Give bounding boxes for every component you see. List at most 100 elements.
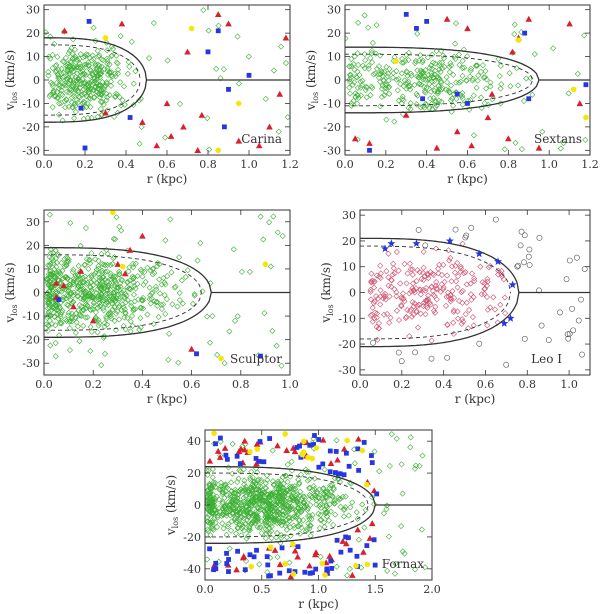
member-point	[272, 505, 279, 512]
member-point	[458, 320, 465, 327]
member-point	[495, 271, 502, 278]
nonmember-point	[517, 242, 524, 249]
member-point	[283, 526, 290, 533]
envelope-inner-lower	[360, 292, 511, 340]
member-point	[446, 63, 453, 70]
member-point	[361, 51, 368, 58]
member-point	[469, 75, 476, 82]
member-point	[138, 123, 145, 130]
nonmember-point	[476, 340, 483, 347]
member-point	[94, 304, 101, 311]
member-point	[407, 100, 414, 107]
member-point	[110, 255, 117, 262]
member-point	[484, 278, 491, 285]
member-point	[442, 302, 449, 309]
member-point	[247, 474, 254, 481]
member-point	[422, 76, 429, 83]
member-point	[60, 69, 67, 77]
member-point	[102, 301, 109, 308]
blue-square	[316, 464, 322, 470]
member-point	[297, 506, 304, 513]
red-triangle	[360, 548, 367, 555]
member-point	[64, 82, 71, 89]
member-point	[403, 51, 410, 58]
member-point	[423, 101, 430, 108]
member-point	[550, 45, 557, 52]
member-point	[240, 466, 247, 473]
member-point	[290, 522, 297, 529]
blue-square	[346, 535, 351, 541]
red-triangle	[216, 453, 224, 460]
member-point	[86, 86, 93, 93]
member-point	[65, 50, 72, 57]
member-point	[90, 282, 97, 289]
member-point	[67, 77, 74, 84]
member-point	[176, 289, 183, 296]
member-point	[292, 492, 299, 499]
member-point	[385, 533, 392, 540]
blue-square	[127, 115, 133, 120]
member-point	[374, 295, 382, 302]
member-point	[415, 324, 422, 331]
member-point	[104, 268, 111, 275]
blue-square	[254, 547, 259, 553]
member-point	[134, 280, 141, 287]
member-point	[445, 247, 452, 254]
member-point	[432, 60, 439, 67]
member-point	[434, 73, 441, 80]
member-point	[209, 313, 216, 320]
member-point	[65, 302, 72, 309]
member-point	[68, 45, 75, 52]
member-point	[53, 263, 60, 271]
member-point	[130, 264, 137, 271]
member-point	[229, 470, 236, 477]
member-point	[130, 306, 137, 313]
member-point	[149, 271, 156, 278]
member-point	[80, 279, 87, 286]
y-label-sub: los	[10, 92, 19, 103]
red-triangle	[188, 345, 195, 352]
y-tick-label: 30	[26, 216, 40, 229]
x-tick-label: 0.2	[84, 378, 102, 391]
member-point	[53, 67, 60, 74]
member-point	[316, 494, 323, 502]
yellow-circle	[102, 35, 109, 41]
member-point	[377, 301, 384, 308]
x-tick-label: 0.8	[199, 158, 217, 171]
member-point	[399, 96, 406, 103]
member-point	[117, 280, 124, 287]
yellow-circle	[344, 437, 350, 444]
member-point	[109, 295, 116, 302]
member-point	[381, 293, 388, 300]
nonmember-point	[370, 339, 377, 346]
blue-square	[374, 491, 380, 497]
member-point	[75, 262, 82, 269]
member-point	[359, 501, 366, 508]
member-point	[302, 466, 309, 473]
member-point	[398, 294, 405, 301]
blue-square	[277, 570, 283, 576]
member-point	[295, 504, 302, 512]
member-point	[382, 296, 389, 303]
member-point	[303, 502, 310, 509]
member-point	[565, 90, 572, 97]
member-point	[337, 495, 344, 502]
member-point	[107, 82, 115, 89]
member-point	[147, 292, 154, 299]
member-point	[266, 529, 273, 536]
member-point	[86, 94, 93, 101]
member-point	[371, 448, 378, 455]
member-point	[95, 281, 102, 289]
member-point	[58, 259, 65, 266]
member-point	[45, 68, 52, 75]
member-point	[81, 61, 88, 68]
red-triangle	[291, 547, 299, 554]
member-point	[258, 518, 265, 525]
blue-square	[354, 553, 360, 559]
member-point	[95, 72, 102, 79]
member-point	[100, 305, 107, 312]
y-label-unit: (km/s)	[3, 50, 17, 92]
member-point	[376, 74, 383, 81]
yellow-circle	[353, 562, 359, 569]
